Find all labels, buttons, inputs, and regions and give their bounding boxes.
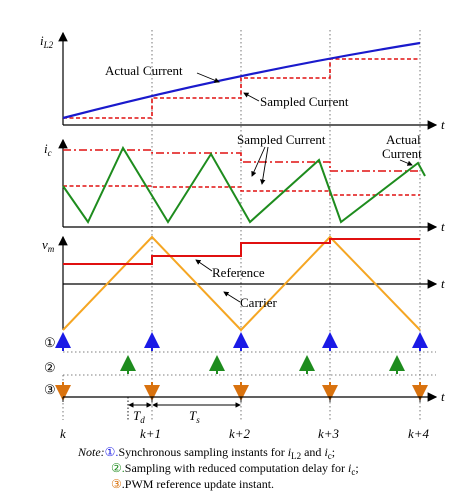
panel-ic: t ic Sampled Current Actual Current bbox=[44, 132, 445, 234]
panel3-carrier-label: Carrier bbox=[240, 295, 277, 310]
k-label-0: k bbox=[60, 426, 66, 441]
bottom-t-label: t bbox=[441, 389, 445, 404]
marker-rows: ① ② ③ bbox=[44, 332, 436, 401]
panel-il2: t iL2 Actual Current Sampled Current bbox=[40, 31, 445, 132]
panel2-y-label: ic bbox=[44, 141, 52, 158]
panel1-actual-current bbox=[62, 41, 421, 120]
panel3-t-label: t bbox=[441, 276, 445, 291]
marker-row-2-label: ② bbox=[44, 360, 56, 375]
panel2-actual-label-1: Actual bbox=[386, 132, 421, 147]
note-line-2: ②.Sampling with reduced computation dela… bbox=[111, 461, 359, 477]
k-label-2: k+2 bbox=[229, 426, 251, 441]
panel3-y-label: vm bbox=[42, 237, 55, 254]
panel2-t-label: t bbox=[441, 219, 445, 234]
panel1-actual-label: Actual Current bbox=[105, 63, 183, 78]
panel1-t-label: t bbox=[441, 117, 445, 132]
panel1-y-label: iL2 bbox=[40, 33, 54, 50]
marker-row-3-label: ③ bbox=[44, 382, 56, 397]
reduced-delay-sampling-arrows bbox=[120, 355, 405, 374]
panel2-sampled-label: Sampled Current bbox=[237, 132, 326, 147]
panel2-actual-label-2: Current bbox=[382, 146, 422, 161]
k-label-3: k+3 bbox=[318, 426, 340, 441]
pwm-update-arrows bbox=[55, 382, 428, 401]
panel3-carrier bbox=[62, 235, 421, 332]
marker-row-1-label: ① bbox=[44, 335, 56, 350]
sync-sampling-arrows bbox=[55, 332, 428, 351]
note-line-3: ③.PWM reference update instant. bbox=[111, 477, 274, 491]
note-line-1: Note:①.Synchronous sampling instants for… bbox=[77, 445, 335, 461]
k-label-4: k+4 bbox=[408, 426, 430, 441]
panel3-reference-label: Reference bbox=[212, 265, 265, 280]
panel2-sampled-dashed bbox=[63, 185, 420, 196]
ts-label: Ts bbox=[189, 408, 200, 425]
panel1-sampled-current bbox=[63, 58, 420, 119]
panel1-sampled-label: Sampled Current bbox=[260, 94, 349, 109]
k-label-1: k+1 bbox=[140, 426, 161, 441]
grid-lines bbox=[62, 30, 421, 420]
td-label: Td bbox=[133, 408, 145, 425]
panel3-reference bbox=[63, 238, 420, 265]
panel-vm: t vm Reference Carrier bbox=[42, 235, 445, 332]
panel2-actual-current bbox=[62, 145, 426, 224]
note: Note:①.Synchronous sampling instants for… bbox=[77, 445, 359, 491]
bottom-time-axis: t Td Ts k k+1 k+2 k+3 k+4 bbox=[60, 389, 445, 441]
